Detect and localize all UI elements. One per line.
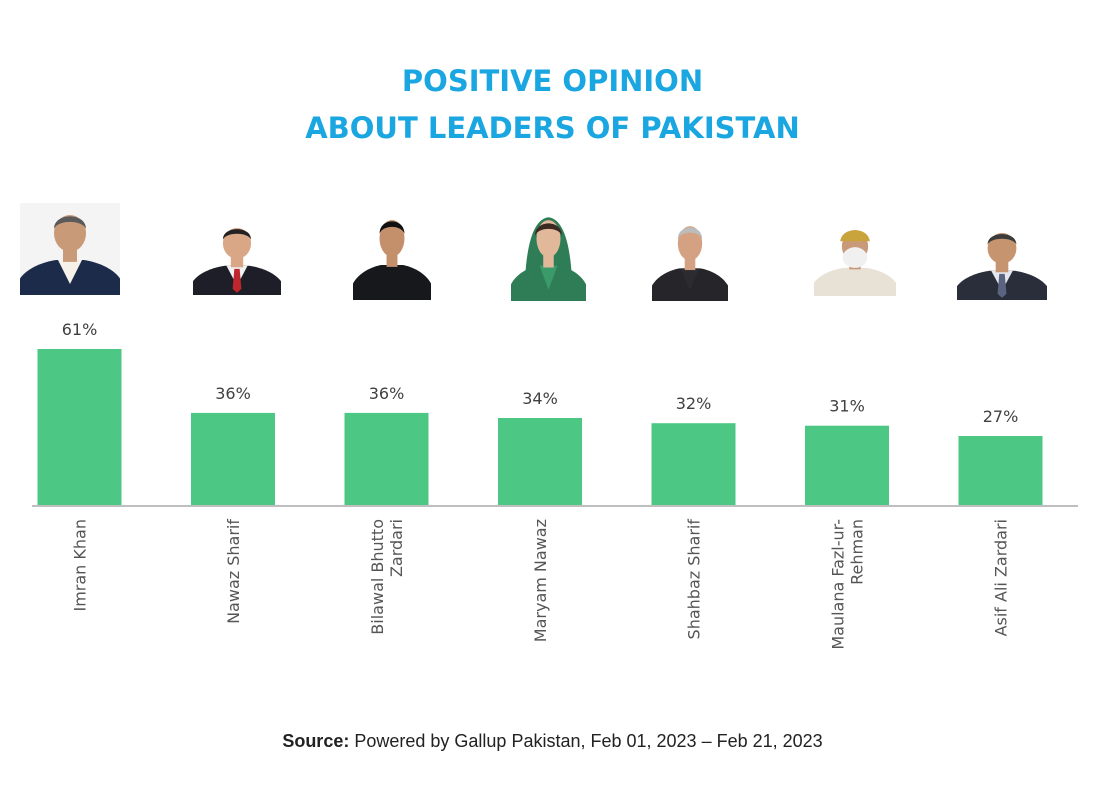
bar-0 — [37, 349, 122, 505]
category-label-2: Bilawal Bhutto Zardari — [368, 519, 406, 635]
category-label-1-line-0: Nawaz Sharif — [224, 519, 243, 624]
source-label: Source: — [282, 731, 350, 751]
bar-6 — [958, 436, 1043, 505]
category-label-2-line-1: Zardari — [387, 519, 406, 577]
bar-4 — [651, 423, 736, 505]
portrait-6 — [957, 223, 1047, 300]
category-label-5: Maulana Fazl-ur- Rehman — [829, 519, 867, 650]
category-label-3-line-0: Maryam Nawaz — [531, 519, 550, 642]
data-label-2: 36% — [369, 384, 405, 403]
category-label-6-line-0: Asif Ali Zardari — [992, 519, 1011, 636]
portrait-3 — [511, 208, 586, 301]
bar-1 — [191, 412, 275, 505]
category-label-5-line-0: Maulana Fazl-ur- — [829, 519, 848, 650]
data-label-4: 32% — [676, 394, 712, 413]
category-label-1: Nawaz Sharif — [224, 519, 243, 624]
portrait-5 — [814, 222, 896, 296]
data-label-1: 36% — [215, 384, 251, 403]
data-labels-group: 61% 36% 36% 34% 32% 31% 27% — [62, 320, 1019, 426]
portrait-0 — [20, 203, 120, 295]
bar-chart: 61% 36% 36% 34% 32% 31% 27% Imran Khan Nawaz Sh… — [32, 320, 1078, 650]
chart-title-line-1: POSITIVE OPINION — [401, 64, 704, 98]
category-label-5-line-1: Rehman — [848, 519, 867, 585]
bar-3 — [498, 418, 582, 505]
data-label-5: 31% — [829, 397, 865, 416]
bar-2 — [344, 412, 429, 505]
data-label-6: 27% — [983, 407, 1019, 426]
data-label-0: 61% — [62, 320, 98, 339]
category-labels-group: Imran Khan Nawaz Sharif Bilawal Bhutto Zard… — [71, 519, 1011, 650]
chart-title: POSITIVE OPINION ABOUT LEADERS OF PAKIST… — [0, 58, 1105, 152]
category-label-4-line-0: Shahbaz Sharif — [685, 519, 704, 640]
category-label-0: Imran Khan — [71, 519, 90, 612]
source-note: Source: Powered by Gallup Pakistan, Feb … — [0, 731, 1105, 752]
category-label-3: Maryam Nawaz — [531, 519, 550, 642]
source-text: Powered by Gallup Pakistan, Feb 01, 2023… — [354, 731, 823, 751]
bars-group — [37, 349, 1043, 505]
portrait-2 — [353, 208, 431, 300]
category-label-4: Shahbaz Sharif — [685, 519, 704, 640]
bar-5 — [805, 425, 889, 505]
category-label-6: Asif Ali Zardari — [992, 519, 1011, 636]
chart-title-line-2: ABOUT LEADERS OF PAKISTAN — [305, 111, 800, 145]
portrait-4 — [652, 215, 728, 301]
category-label-0-line-0: Imran Khan — [71, 519, 90, 612]
data-label-3: 34% — [522, 389, 558, 408]
category-label-2-line-0: Bilawal Bhutto — [368, 519, 387, 635]
portrait-1 — [193, 218, 281, 295]
